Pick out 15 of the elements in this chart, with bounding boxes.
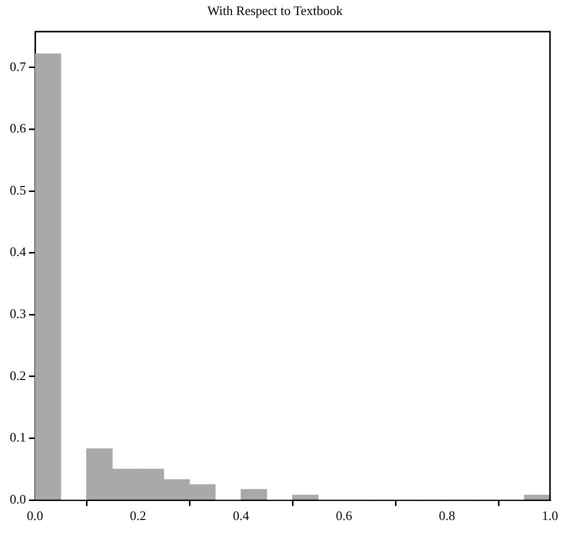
y-tick-label: 0.5	[10, 182, 26, 198]
x-tick-label: 0.2	[130, 508, 146, 524]
y-tick-label: 0.4	[10, 244, 26, 260]
x-tick-label: 0.8	[438, 508, 456, 524]
x-tick-label: 0.0	[26, 508, 44, 524]
chart-title: With Respect to Textbook	[207, 3, 344, 18]
x-tick-label: 0.4	[232, 508, 250, 524]
x-tick-label: 1.0	[542, 508, 558, 524]
y-tick-label: 0.3	[10, 306, 26, 322]
y-tick-label: 0.0	[10, 491, 26, 506]
y-tick-label: 0.2	[10, 368, 26, 383]
y-tick-label: 0.6	[10, 120, 26, 136]
y-tick-label: 0.1	[10, 430, 26, 445]
y-tick-label: 0.7	[10, 58, 26, 74]
x-tick-label: 0.6	[336, 508, 353, 524]
